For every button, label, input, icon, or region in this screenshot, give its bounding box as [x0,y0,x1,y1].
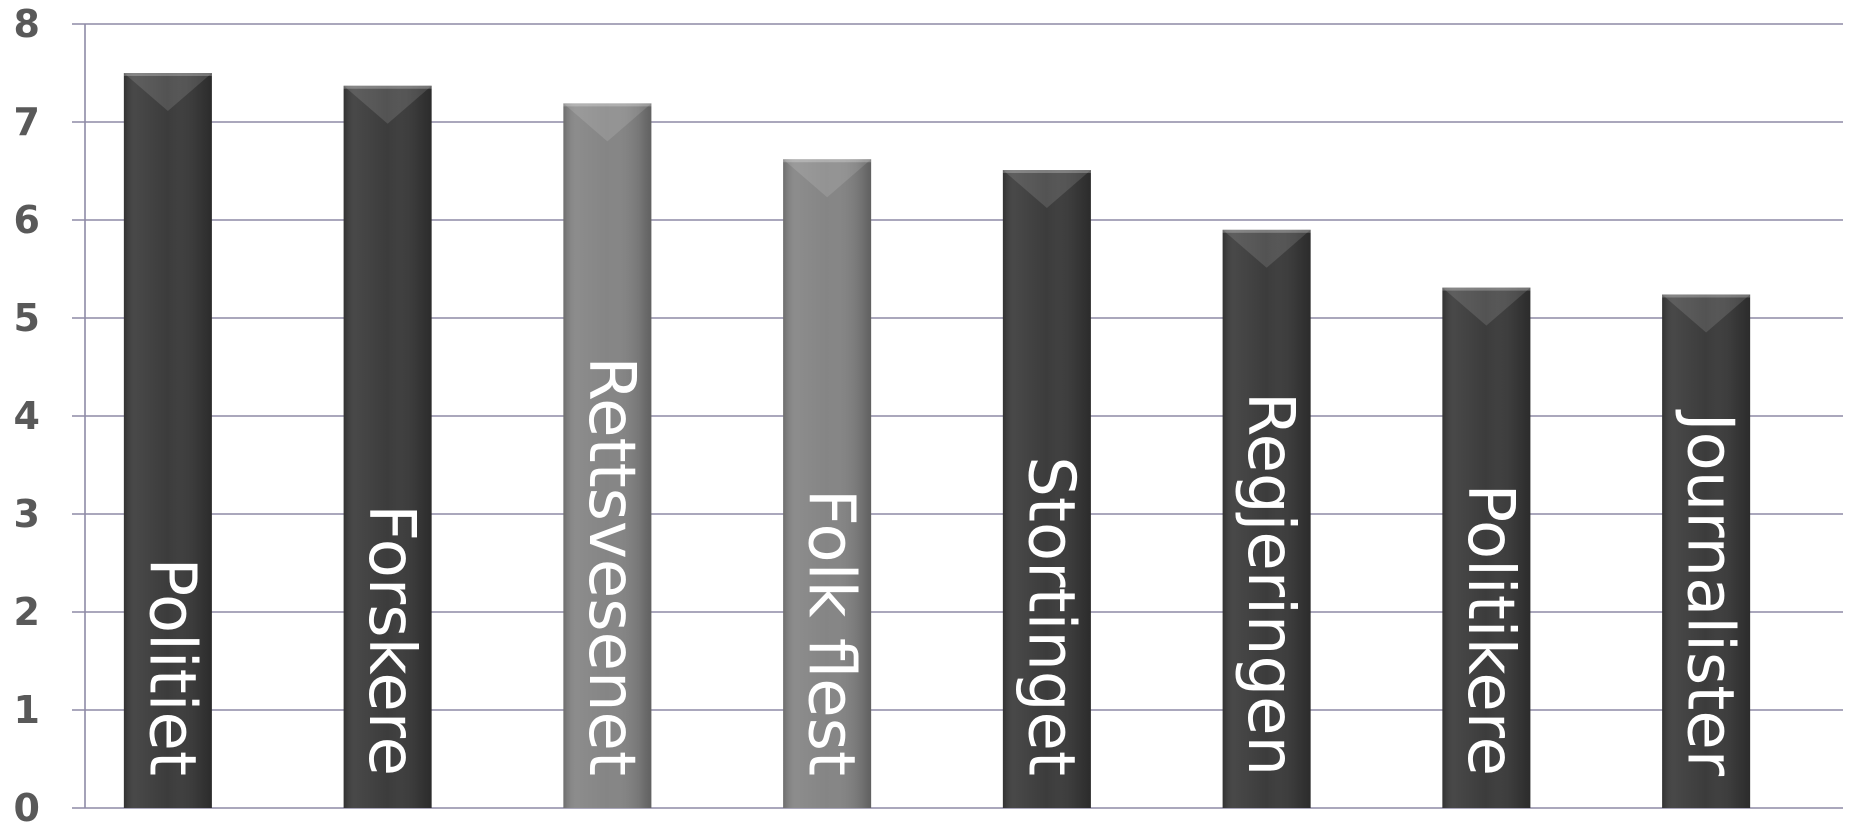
bar-top-edge [1222,229,1311,233]
bar-shading [563,103,652,808]
y-tick-label: 3 [14,492,40,536]
bar-category-label: Politiet [134,558,208,776]
bar-category-label: Politikere [1453,484,1527,776]
bar-category-label: Journalister [1673,409,1747,777]
y-tick-label: 0 [14,786,40,823]
y-tick-label: 5 [14,296,40,340]
bar-category-label: Rettsvesenet [574,357,648,777]
bar [1222,229,1311,809]
bar-bevel [563,103,652,142]
bar-bevel [1662,294,1751,333]
bar-top-edge [563,103,652,107]
bar-bevel [1222,229,1311,268]
bar-bevel [343,85,432,124]
bar-shading [343,85,432,809]
y-tick-labels: 0 1 2 3 4 5 6 7 8 [14,2,40,823]
bar-shading [1442,287,1531,808]
bar-shading [1002,170,1091,808]
bar-top-edge [123,73,212,76]
bar [783,159,872,809]
bar-bevel [1442,287,1531,326]
y-tick-label: 7 [14,100,40,144]
bar [123,73,212,808]
bar-shading [1222,229,1311,809]
bar-shading [1662,294,1751,809]
bar [1002,170,1091,808]
y-tick-label: 6 [14,198,40,242]
bar-labels: Politiet Forskere Rettsvesenet Folk flest St… [134,357,1746,777]
bar-category-label: Stortinget [1013,456,1087,776]
bar-shading [783,159,872,809]
bar [1662,294,1751,809]
grid-lines [72,23,1843,711]
bar-top-edge [783,159,872,163]
y-tick-label: 1 [14,688,40,732]
y-tick-label: 4 [14,394,40,438]
bar [563,103,652,808]
bar-category-label: Folk flest [794,489,868,776]
bar-shading [123,73,212,808]
y-tick-label: 8 [14,2,40,46]
bar-top-edge [343,85,432,89]
bar-top-edge [1002,170,1091,174]
bar-bevel [123,73,212,111]
bar-top-edge [1442,287,1531,291]
bars [123,73,1751,809]
bar-category-label: Forskere [354,504,428,776]
bar-bevel [783,159,872,198]
bar-category-label: Regjeringen [1233,392,1307,776]
bar-top-edge [1662,294,1751,298]
bar [1442,287,1531,808]
bar-bevel [1002,170,1091,209]
bar [343,85,432,809]
y-tick-label: 2 [14,590,40,634]
